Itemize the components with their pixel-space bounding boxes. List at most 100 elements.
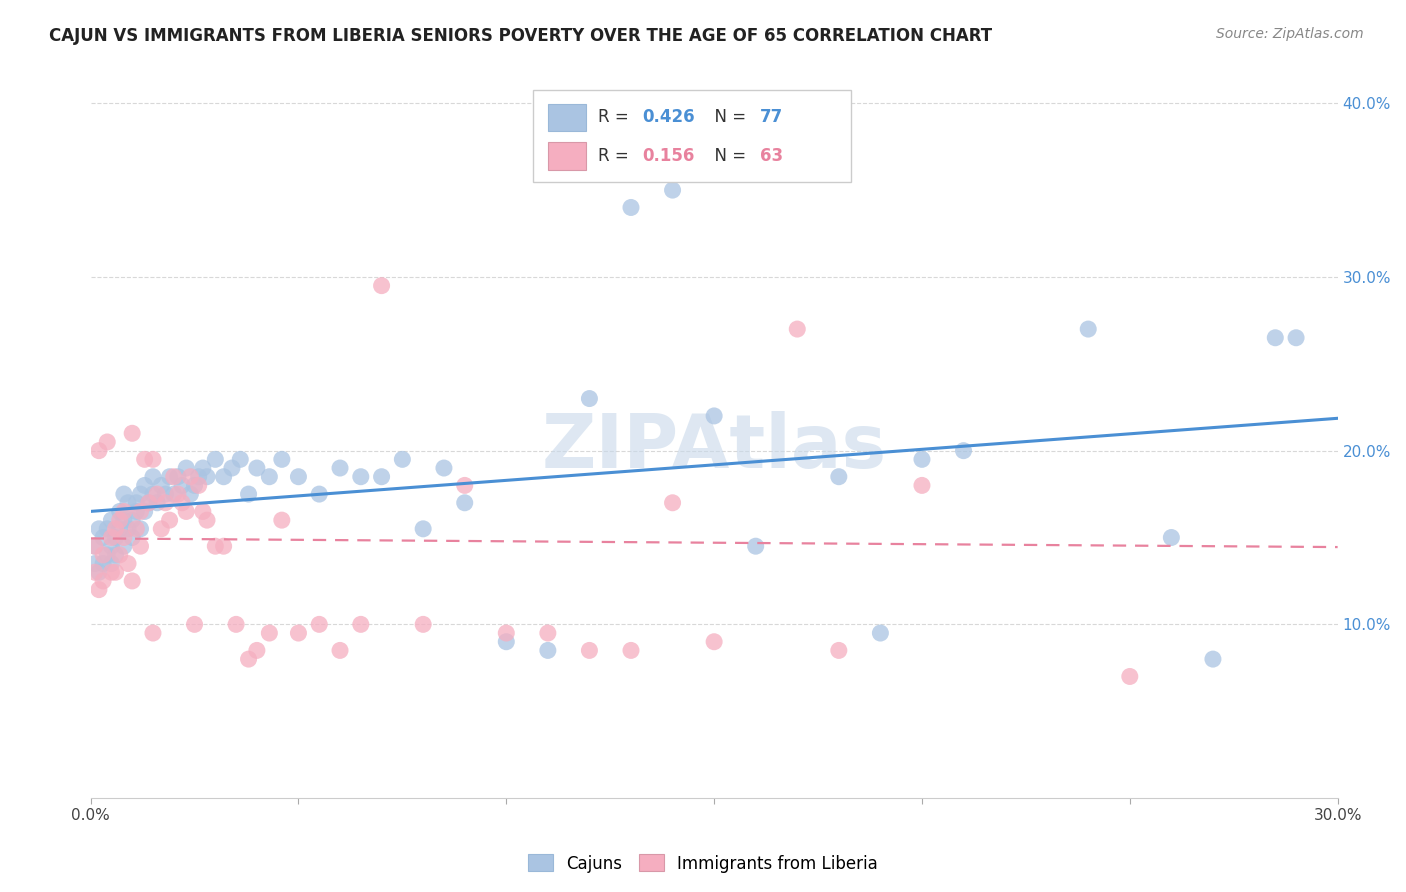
Point [246, 461, 269, 475]
Point [117, 557, 139, 571]
Point [174, 461, 197, 475]
Point [225, 617, 247, 632]
Point [195, 513, 218, 527]
Point [125, 522, 148, 536]
Point [125, 504, 148, 518]
Point [134, 478, 156, 492]
Point [308, 487, 330, 501]
Point [91, 531, 114, 545]
Point [191, 504, 214, 518]
Point [163, 469, 186, 483]
Point [308, 617, 330, 632]
Point [179, 487, 201, 501]
Point [167, 469, 190, 483]
Point [270, 513, 292, 527]
Text: 0.156: 0.156 [641, 147, 695, 165]
Point [578, 643, 600, 657]
Point [329, 461, 352, 475]
Point [138, 496, 160, 510]
Point [104, 566, 127, 580]
Point [121, 513, 143, 527]
Point [83, 539, 105, 553]
Point [100, 539, 122, 553]
Point [112, 504, 135, 518]
Point [183, 617, 205, 632]
Point [204, 539, 226, 553]
Point [1202, 652, 1225, 666]
Point [433, 461, 456, 475]
Point [828, 643, 851, 657]
Point [1264, 331, 1286, 345]
Point [1160, 531, 1182, 545]
Point [91, 548, 114, 562]
Point [87, 522, 110, 536]
Point [150, 478, 173, 492]
Text: R =: R = [598, 147, 634, 165]
Point [578, 392, 600, 406]
Point [134, 504, 156, 518]
Point [350, 617, 373, 632]
Point [195, 469, 218, 483]
Point [537, 643, 560, 657]
Point [170, 478, 193, 492]
Point [911, 478, 934, 492]
Point [142, 452, 165, 467]
Point [121, 574, 143, 588]
Point [287, 626, 309, 640]
Point [129, 539, 152, 553]
Point [150, 522, 173, 536]
Point [744, 96, 766, 111]
Point [911, 452, 934, 467]
Point [259, 626, 281, 640]
Point [370, 278, 392, 293]
Point [129, 522, 152, 536]
Point [246, 643, 269, 657]
Point [163, 487, 186, 501]
Point [142, 469, 165, 483]
Point [212, 469, 235, 483]
Point [104, 522, 127, 536]
Point [87, 443, 110, 458]
Point [170, 496, 193, 510]
Point [703, 634, 725, 648]
Point [100, 513, 122, 527]
Point [138, 496, 160, 510]
Text: 63: 63 [761, 147, 783, 165]
Point [229, 452, 252, 467]
FancyBboxPatch shape [548, 142, 586, 170]
Point [620, 643, 643, 657]
Point [238, 487, 260, 501]
Point [108, 522, 131, 536]
Point [187, 478, 209, 492]
Point [703, 409, 725, 423]
Point [121, 531, 143, 545]
Point [187, 469, 209, 483]
Point [786, 322, 808, 336]
Point [287, 469, 309, 483]
Point [100, 557, 122, 571]
Point [391, 452, 413, 467]
Point [174, 504, 197, 518]
Point [108, 504, 131, 518]
Text: N =: N = [704, 147, 752, 165]
Point [1077, 322, 1099, 336]
Point [87, 582, 110, 597]
Point [620, 201, 643, 215]
Point [1285, 331, 1308, 345]
Point [204, 452, 226, 467]
Text: 0.426: 0.426 [641, 109, 695, 127]
Point [100, 566, 122, 580]
Point [412, 617, 434, 632]
Point [179, 469, 201, 483]
Point [112, 487, 135, 501]
Point [129, 504, 152, 518]
FancyBboxPatch shape [533, 90, 851, 182]
Point [117, 522, 139, 536]
Point [454, 478, 477, 492]
Point [142, 626, 165, 640]
Text: 77: 77 [761, 109, 783, 127]
Point [238, 652, 260, 666]
Point [869, 626, 891, 640]
Text: R =: R = [598, 109, 634, 127]
Text: N =: N = [704, 109, 752, 127]
